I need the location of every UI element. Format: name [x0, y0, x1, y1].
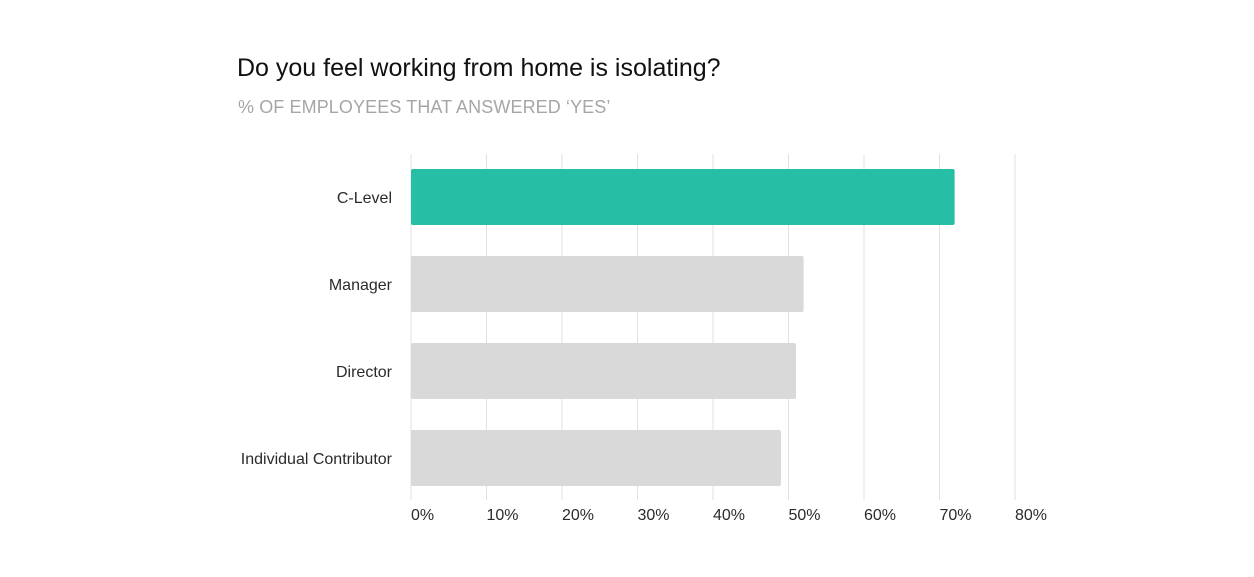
bar-manager: [411, 256, 804, 312]
bar-director: [411, 343, 797, 399]
chart-subtitle: % OF EMPLOYEES THAT ANSWERED ‘YES’: [238, 97, 611, 117]
category-label: C-Level: [337, 190, 392, 207]
x-tick-label: 70%: [940, 507, 972, 524]
chart-title: Do you feel working from home is isolati…: [237, 54, 721, 82]
x-tick-label: 0%: [411, 507, 434, 524]
x-tick-label: 10%: [487, 507, 519, 524]
x-axis-tick-labels: 0% 10% 20% 30% 40% 50% 60% 70% 80%: [411, 507, 1047, 524]
x-tick-label: 20%: [562, 507, 594, 524]
category-label: Director: [336, 364, 393, 381]
category-label: Manager: [329, 277, 393, 294]
x-tick-label: 40%: [713, 507, 745, 524]
bars: [411, 169, 955, 486]
x-tick-label: 80%: [1015, 507, 1047, 524]
category-labels: C-Level Manager Director Individual Contrib…: [241, 190, 393, 468]
bar-individual-contributor: [411, 430, 781, 486]
x-tick-label: 50%: [789, 507, 821, 524]
bar-c-level: [411, 169, 955, 225]
x-tick-label: 60%: [864, 507, 896, 524]
x-tick-label: 30%: [638, 507, 670, 524]
category-label: Individual Contributor: [241, 451, 393, 468]
